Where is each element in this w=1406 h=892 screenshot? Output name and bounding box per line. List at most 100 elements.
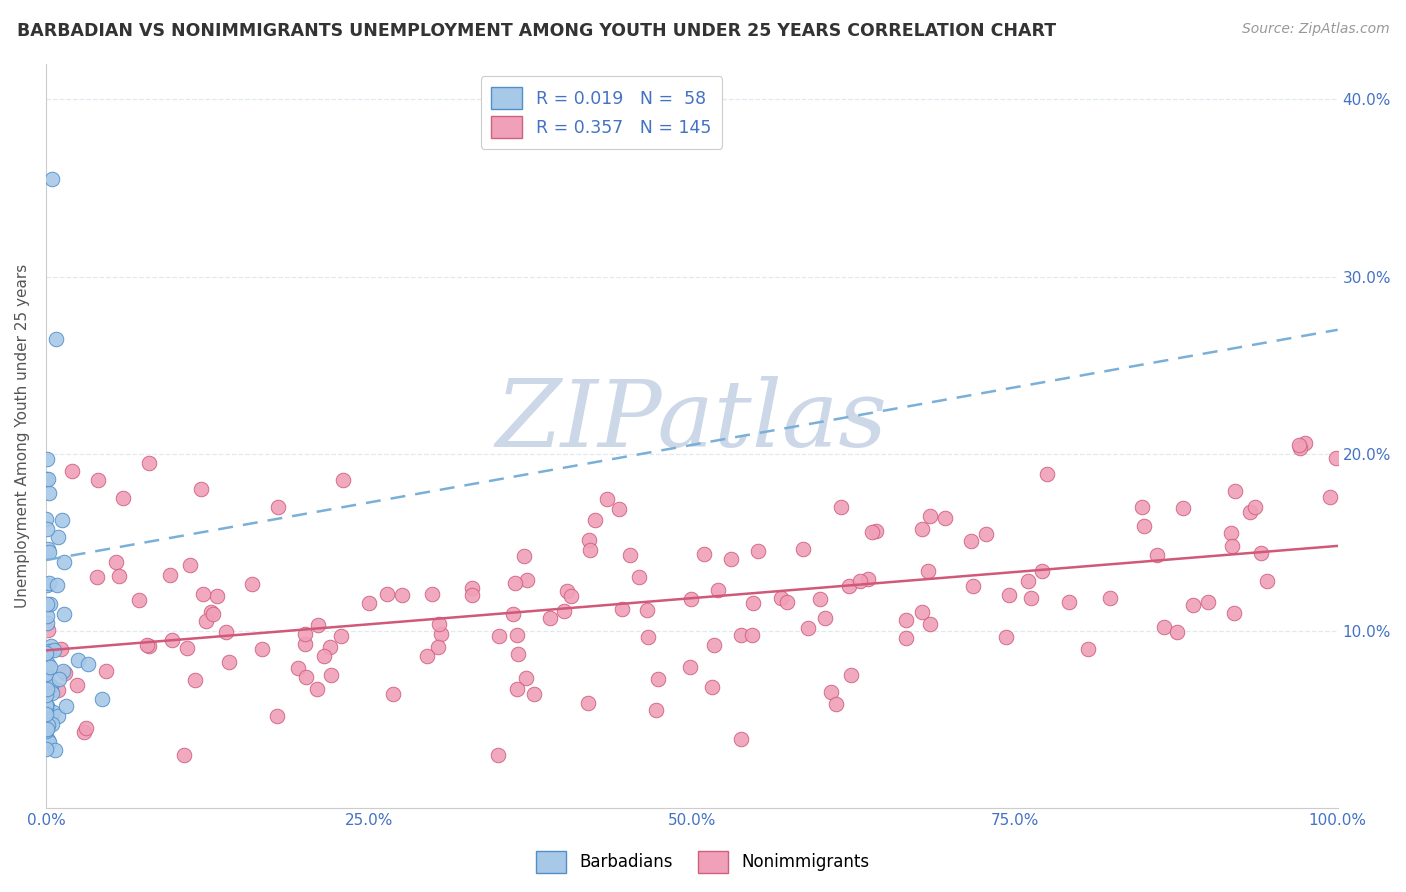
Point — [1017, 574, 1039, 588]
Text: Source: ZipAtlas.com: Source: ZipAtlas.com — [1241, 22, 1389, 37]
Point — [894, 632, 917, 646]
Point — [911, 522, 934, 536]
Point — [1220, 525, 1243, 540]
Point — [53, 607, 76, 621]
Point — [38, 735, 60, 749]
Point — [41, 172, 63, 186]
Point — [645, 703, 668, 717]
Point — [266, 709, 288, 723]
Point — [1197, 594, 1219, 608]
Point — [628, 570, 651, 584]
Point — [46, 708, 69, 723]
Point — [38, 576, 60, 591]
Point — [839, 668, 862, 682]
Point — [1077, 642, 1099, 657]
Point — [138, 639, 160, 653]
Point — [35, 722, 58, 736]
Point — [128, 593, 150, 607]
Point — [523, 687, 546, 701]
Point — [294, 627, 316, 641]
Point — [595, 491, 617, 506]
Point — [218, 656, 240, 670]
Point — [707, 583, 730, 598]
Point — [35, 578, 58, 592]
Point — [35, 706, 58, 721]
Point — [962, 579, 984, 593]
Point — [138, 456, 160, 470]
Point — [53, 665, 76, 680]
Point — [610, 601, 633, 615]
Point — [1256, 574, 1278, 588]
Point — [416, 648, 439, 663]
Point — [607, 501, 630, 516]
Point — [1294, 436, 1316, 450]
Point — [830, 500, 852, 515]
Point — [1146, 548, 1168, 562]
Point — [201, 607, 224, 621]
Point — [461, 582, 484, 596]
Point — [637, 630, 659, 644]
Point — [200, 605, 222, 619]
Point — [579, 543, 602, 558]
Point — [86, 474, 108, 488]
Point — [506, 682, 529, 697]
Point — [307, 618, 329, 632]
Point — [250, 641, 273, 656]
Point — [35, 680, 58, 694]
Point — [917, 564, 939, 578]
Point — [35, 723, 58, 738]
Point — [195, 614, 218, 628]
Point — [136, 639, 159, 653]
Point — [41, 717, 63, 731]
Point — [179, 558, 201, 572]
Point — [52, 664, 75, 678]
Point — [865, 524, 887, 539]
Point — [1288, 438, 1310, 452]
Point — [329, 629, 352, 643]
Point — [51, 641, 73, 656]
Point — [37, 597, 59, 611]
Point — [35, 666, 58, 681]
Point — [46, 682, 69, 697]
Point — [560, 589, 582, 603]
Point — [35, 698, 58, 713]
Point — [1171, 501, 1194, 516]
Point — [96, 664, 118, 678]
Point — [515, 671, 537, 685]
Point — [776, 595, 799, 609]
Point — [730, 731, 752, 746]
Point — [578, 533, 600, 548]
Point — [35, 742, 58, 756]
Point — [41, 686, 63, 700]
Point — [37, 722, 59, 736]
Point — [681, 591, 703, 606]
Point — [35, 646, 58, 660]
Point — [427, 617, 450, 632]
Point — [39, 709, 62, 723]
Point — [1220, 539, 1243, 553]
Point — [860, 525, 883, 540]
Point — [583, 512, 606, 526]
Point — [44, 743, 66, 757]
Y-axis label: Unemployment Among Youth under 25 years: Unemployment Among Youth under 25 years — [15, 264, 30, 608]
Point — [894, 613, 917, 627]
Point — [294, 637, 316, 651]
Point — [37, 733, 59, 747]
Point — [920, 509, 942, 524]
Point — [1133, 519, 1156, 533]
Point — [1057, 594, 1080, 608]
Point — [60, 465, 83, 479]
Point — [430, 627, 453, 641]
Point — [730, 628, 752, 642]
Point — [38, 485, 60, 500]
Point — [995, 630, 1018, 644]
Point — [1035, 467, 1057, 481]
Point — [37, 615, 59, 630]
Point — [538, 611, 561, 625]
Point — [792, 541, 814, 556]
Legend: Barbadians, Nonimmigrants: Barbadians, Nonimmigrants — [530, 845, 876, 880]
Point — [814, 611, 837, 625]
Point — [1319, 490, 1341, 504]
Point — [76, 657, 98, 672]
Point — [39, 680, 62, 694]
